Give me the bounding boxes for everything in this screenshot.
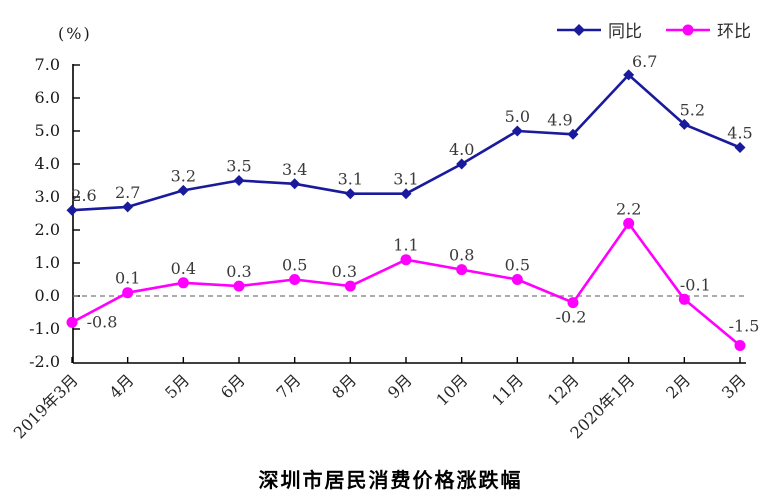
data-label: -1.5	[729, 317, 760, 336]
circle-marker-icon	[567, 297, 579, 309]
circle-marker-icon	[511, 274, 523, 285]
circle-marker-icon	[289, 274, 301, 285]
legend-sample-yoy-icon	[557, 23, 601, 36]
legend-sample-mom-icon	[666, 24, 710, 35]
y-axis-unit-label: (%)	[58, 24, 92, 43]
data-label: 3.1	[393, 170, 418, 189]
data-label: 6.7	[632, 52, 657, 71]
series-mom: -0.8 0.1 0.4 0.3 0.5 0.3 1.1 0.8 0.5 -0.2 2.2 -0.1 -…	[66, 199, 760, 351]
data-label: -0.1	[680, 275, 711, 294]
legend: 同比 环比	[555, 17, 751, 42]
diamond-marker-icon	[734, 142, 746, 153]
circle-marker-icon	[177, 277, 189, 289]
legend-label-mom: 环比	[717, 22, 751, 42]
legend-circle-marker-icon	[682, 24, 694, 35]
diamond-marker-icon	[66, 204, 78, 216]
legend-item-mom: 环比	[664, 17, 751, 42]
data-label: 0.4	[171, 259, 196, 278]
diamond-marker-icon	[623, 69, 635, 81]
circle-marker-icon	[233, 280, 245, 292]
data-label: 4.0	[449, 140, 474, 159]
data-label: 1.1	[393, 236, 418, 255]
circle-marker-icon	[66, 316, 78, 328]
diamond-marker-icon	[456, 158, 468, 170]
series-yoy: 2.6 2.7 3.2 3.5 3.4 3.1 3.1 4.0 5.0 4.9 6.7 5.2 4.5	[66, 52, 753, 216]
y-axis-tick-label: 7.0	[35, 55, 60, 74]
y-axis-tick-label: 6.0	[35, 88, 60, 107]
y-axis-tick-label: 3.0	[35, 187, 60, 206]
legend-label-yoy: 同比	[608, 22, 642, 42]
y-axis-tick-label: 2.0	[35, 220, 60, 239]
circle-marker-icon	[400, 254, 412, 266]
x-axis-tick-label: 5月	[161, 370, 193, 402]
x-axis-tick-label: 4月	[106, 370, 138, 402]
diamond-marker-icon	[400, 188, 412, 200]
diamond-marker-icon	[567, 128, 579, 140]
circle-marker-icon	[344, 280, 356, 292]
data-label: 2.7	[115, 183, 140, 202]
x-axis-tick-label: 7月	[273, 370, 305, 402]
y-axis-tick-label: 5.0	[35, 121, 60, 140]
data-label: 0.5	[282, 256, 307, 275]
x-axis-tick-label: 6月	[217, 370, 249, 402]
diamond-marker-icon	[344, 188, 356, 200]
chart-title: 深圳市居民消费价格涨跌幅	[258, 468, 523, 492]
y-axis-tick-label: 1.0	[35, 253, 60, 272]
y-axis-tick-label: -1.0	[29, 319, 60, 338]
y-axis-tick-label: -2.0	[29, 352, 60, 371]
x-axis-tick-label: 12月	[544, 370, 583, 409]
diamond-marker-icon	[233, 175, 245, 186]
data-label: 0.8	[449, 246, 474, 265]
data-label: 0.3	[226, 262, 251, 281]
data-label: 0.5	[505, 256, 530, 275]
data-label: 5.2	[680, 100, 705, 119]
data-label: -0.8	[87, 312, 118, 331]
diamond-marker-icon	[678, 118, 690, 130]
data-label: 0.1	[115, 269, 140, 288]
circle-marker-icon	[122, 287, 134, 299]
circle-marker-icon	[678, 293, 690, 305]
data-label: 3.1	[338, 170, 363, 189]
legend-item-yoy: 同比	[555, 17, 642, 42]
legend-diamond-marker-icon	[573, 23, 585, 36]
data-label: 2.2	[616, 199, 641, 218]
data-label: 0.3	[332, 262, 357, 281]
diamond-marker-icon	[122, 201, 134, 213]
data-label: 2.6	[71, 186, 96, 205]
data-label: 3.5	[226, 157, 251, 176]
y-axis-tick-label: 4.0	[35, 154, 60, 173]
x-axis-tick-label: 9月	[384, 370, 416, 402]
circle-marker-icon	[456, 264, 468, 276]
x-axis-tick-label: 8月	[328, 370, 360, 402]
data-label: -0.2	[556, 308, 587, 327]
x-axis-tick-label: 10月	[432, 370, 471, 409]
circle-marker-icon	[623, 217, 635, 229]
x-axis-tick-label: 2019年3月	[10, 370, 82, 442]
x-axis-tick-label: 3月	[718, 370, 750, 402]
diamond-marker-icon	[511, 125, 523, 137]
diamond-marker-icon	[289, 178, 301, 190]
data-label: 4.9	[547, 110, 572, 129]
data-label: 3.4	[282, 160, 307, 179]
data-label: 3.2	[171, 166, 196, 185]
data-label: 5.0	[505, 107, 530, 126]
x-axis-tick-label: 11月	[488, 370, 527, 409]
y-axis-tick-label: 0.0	[35, 286, 60, 305]
x-axis-tick-label: 2月	[662, 370, 694, 402]
data-label: 4.5	[727, 124, 752, 143]
diamond-marker-icon	[177, 184, 189, 196]
circle-marker-icon	[734, 340, 746, 351]
